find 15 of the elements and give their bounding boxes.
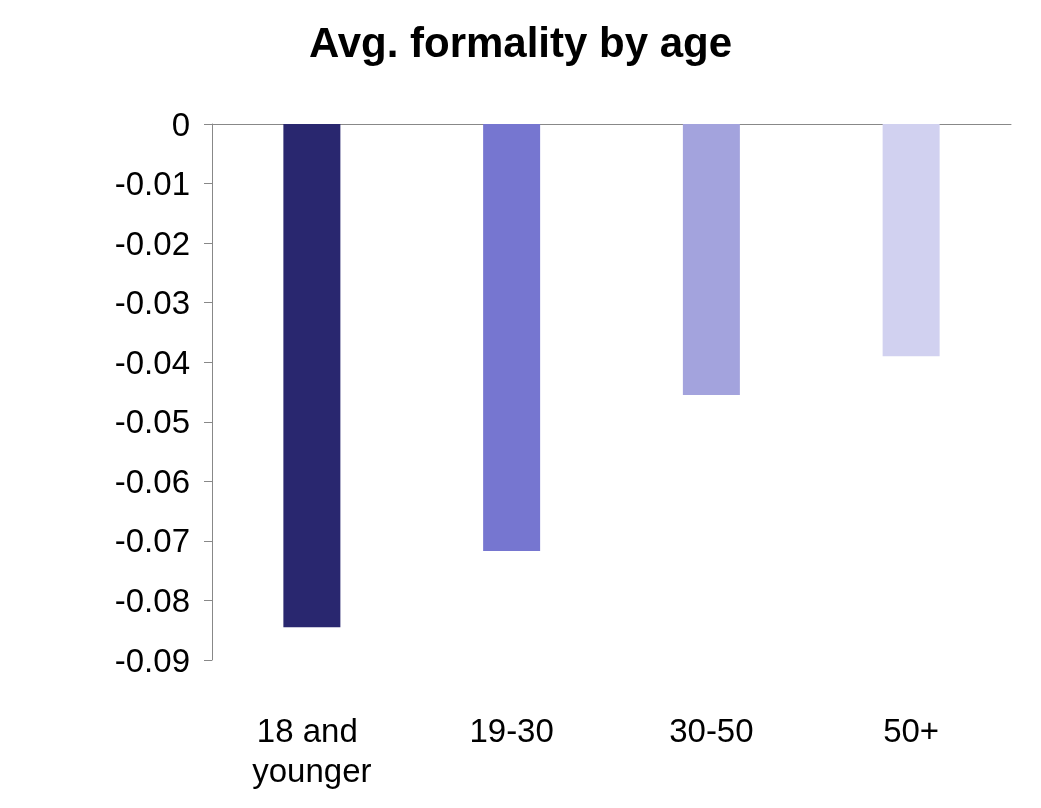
x-tick-label: 19-30 (469, 711, 554, 749)
y-tick-label: -0.04 (114, 343, 190, 381)
y-tick-label: -0.05 (114, 403, 190, 441)
y-tick-label: -0.01 (114, 165, 190, 203)
y-tick-label: 0 (171, 105, 190, 143)
y-tick-label: -0.02 (114, 224, 190, 262)
x-tick-label: 50+ (883, 711, 940, 749)
y-tick-label: -0.08 (114, 581, 190, 619)
chart-title: Avg. formality by age (308, 18, 733, 66)
y-tick-label: -0.09 (114, 641, 190, 679)
x-tick-label: 30-50 (669, 711, 754, 749)
y-tick-label: -0.06 (114, 462, 190, 500)
y-tick-label: -0.03 (114, 284, 190, 322)
y-tick-label: -0.07 (114, 522, 190, 560)
x-tick-label: 18 and younger (252, 711, 372, 789)
